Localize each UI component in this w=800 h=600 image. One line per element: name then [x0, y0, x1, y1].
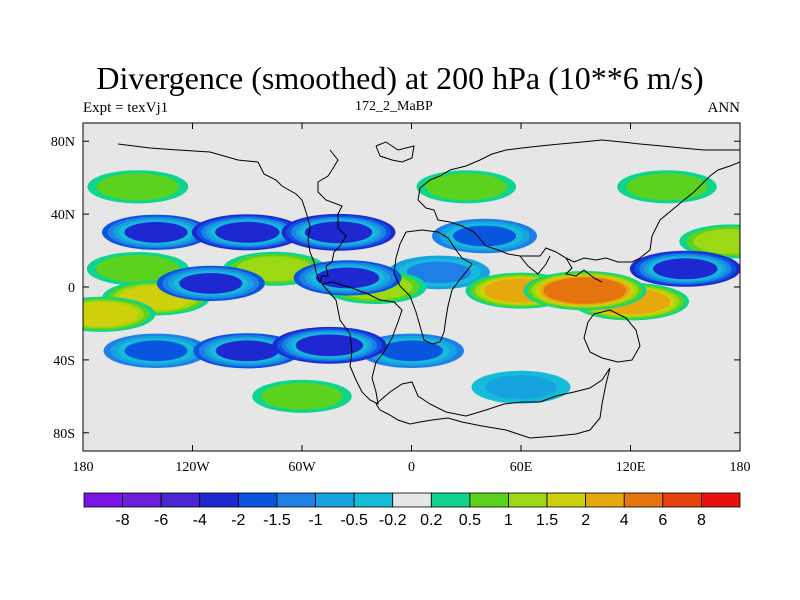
colorbar-label: -8: [115, 512, 129, 529]
x-tick-label: 60W: [288, 460, 316, 475]
field-cell-2-2: [635, 176, 699, 198]
coastline-arctic: [417, 139, 740, 201]
x-tick-label: 180: [730, 460, 751, 475]
y-tick-label: 40S: [53, 354, 75, 369]
colorbar-label: -4: [193, 512, 207, 529]
x-tick-label: 120W: [175, 460, 210, 475]
y-tick-label: 0: [68, 281, 75, 296]
map-title: Divergence (smoothed) at 200 hPa (10**6 …: [96, 60, 704, 96]
field-cell-10-3: [453, 225, 516, 247]
colorbar-box: [122, 492, 162, 508]
coastline-greenland: [375, 141, 415, 163]
colorbar-label: 8: [697, 512, 706, 529]
field-cell-11-3: [124, 340, 188, 362]
coastline-south-america: [321, 281, 403, 405]
colorbar-box: [469, 492, 509, 508]
case-label: 172_2_MaBP: [355, 99, 433, 114]
colorbar-label: -0.5: [340, 512, 368, 529]
colorbar-label: 2: [581, 512, 590, 529]
colorbar-box: [83, 492, 123, 508]
season-label: ANN: [707, 100, 741, 116]
colorbar-label: 4: [620, 512, 629, 529]
field-cell-18-4: [316, 267, 380, 289]
coastline-sea-islands: [564, 257, 603, 283]
coastline-antarctica: [375, 367, 611, 439]
field-cell-9-3: [700, 231, 740, 252]
colorbar-label: 0.2: [420, 512, 442, 529]
field-cell-0-1: [485, 375, 557, 400]
y-tick-label: 80S: [53, 427, 75, 442]
coastline-north-america: [117, 143, 347, 284]
colorbar-box: [546, 492, 587, 508]
colorbar-box: [508, 492, 548, 508]
colorbar-box: [199, 492, 239, 508]
experiment-label: Expt = texVj1: [83, 100, 169, 116]
coastline-africa: [393, 229, 473, 345]
field-cell-1-2: [435, 176, 498, 198]
colorbar-box: [237, 492, 278, 508]
field-cell-14-4: [83, 303, 133, 325]
x-tick-label: 60E: [510, 460, 533, 475]
x-tick-label: 180: [73, 460, 94, 475]
field-cell-21-5: [653, 258, 718, 280]
field-cell-7-3: [244, 258, 306, 279]
colorbar-label: -1: [308, 512, 322, 529]
field-cell-20-5: [215, 221, 280, 243]
field-cell-25-6: [547, 278, 623, 303]
field-cell-4-2: [106, 176, 170, 198]
field-cell-22-5: [304, 221, 373, 244]
field-cell-15-4: [124, 221, 188, 243]
field-cell-23-5: [295, 334, 364, 357]
colorbar-box: [315, 492, 355, 508]
colorbar-label: -1.5: [263, 512, 291, 529]
colorbar-label: -0.2: [379, 512, 407, 529]
x-tick-label: 0: [408, 460, 415, 475]
y-tick-label: 40N: [51, 208, 75, 223]
colorbar-box: [623, 492, 664, 508]
colorbar-box: [701, 492, 741, 508]
colorbar-box: [160, 492, 201, 508]
field-cell-17-4: [179, 273, 243, 294]
colorbar-label: -6: [154, 512, 168, 529]
y-tick-label: 80N: [51, 135, 75, 150]
y-axis: 80N 40N 0 40S 80S: [51, 135, 740, 442]
colorbar-label: -2: [231, 512, 245, 529]
continent-outlines: [117, 139, 740, 439]
colorbar-box: [430, 492, 471, 508]
field-cell-5-2: [105, 258, 171, 280]
colorbar-box: [353, 492, 394, 508]
colorbar-label: 6: [658, 512, 667, 529]
coastline-eurasia: [417, 161, 740, 263]
field-cell-12-3: [380, 340, 443, 362]
divergence-field: [83, 170, 740, 413]
field-cell-6-2: [406, 261, 472, 284]
colorbar-box: [392, 492, 432, 508]
x-axis: 180 120W 60W 0 60E 120E 180: [73, 123, 751, 475]
colorbar-box: [662, 492, 702, 508]
x-tick-label: 120E: [616, 460, 646, 475]
field-cell-3-2: [270, 385, 334, 407]
field-cell-16-4: [215, 340, 279, 362]
colorbar-box: [585, 492, 625, 508]
coastline-australia: [583, 309, 641, 363]
colorbar-box: [276, 492, 316, 508]
colorbar-label: 1: [504, 512, 513, 529]
coastline-india: [519, 255, 551, 275]
colorbar-label: 0.5: [459, 512, 481, 529]
colorbar-label: 1.5: [536, 512, 558, 529]
